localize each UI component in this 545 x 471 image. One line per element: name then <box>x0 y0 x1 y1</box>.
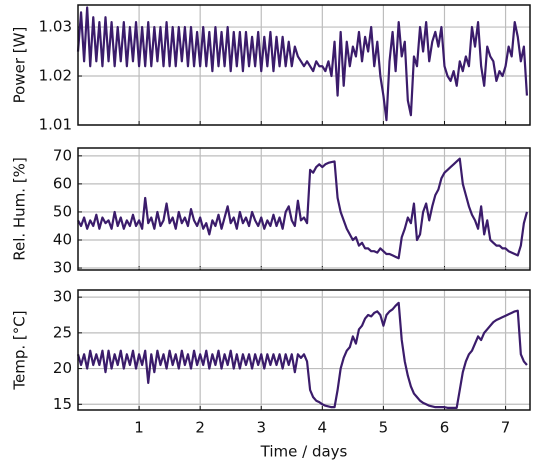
y-tick-label: 20 <box>53 359 72 377</box>
x-tick-label: 4 <box>318 419 328 437</box>
x-tick-label: 3 <box>256 419 266 437</box>
y-tick-label: 1.01 <box>39 116 72 134</box>
plot-frame <box>77 147 531 271</box>
y-tick-label: 50 <box>53 202 72 220</box>
y-tick-label: 40 <box>53 230 72 248</box>
y-axis-label: Power [W] <box>11 27 29 104</box>
y-tick-label: 25 <box>53 323 72 341</box>
data-line <box>76 301 528 409</box>
y-tick-label: 30 <box>53 288 72 306</box>
plot-frame <box>77 289 531 411</box>
y-axis-label: Temp. [°C] <box>11 310 29 390</box>
x-tick-label: 5 <box>379 419 389 437</box>
y-axis-label: Rel. Hum. [%] <box>11 157 29 261</box>
x-tick-label: 7 <box>501 419 511 437</box>
y-tick-label: 15 <box>53 395 72 413</box>
y-tick-label: 70 <box>53 146 72 164</box>
y-tick-label: 30 <box>53 259 72 277</box>
y-tick-label: 1.02 <box>39 67 72 85</box>
x-axis-label: Time / days <box>260 443 348 461</box>
plot-frame <box>77 4 531 126</box>
y-tick-label: 1.03 <box>39 18 72 36</box>
x-tick-label: 6 <box>440 419 450 437</box>
x-tick-label: 1 <box>134 419 144 437</box>
x-tick-label: 2 <box>195 419 205 437</box>
y-tick-label: 60 <box>53 174 72 192</box>
data-line <box>76 6 529 122</box>
data-line <box>77 157 529 260</box>
